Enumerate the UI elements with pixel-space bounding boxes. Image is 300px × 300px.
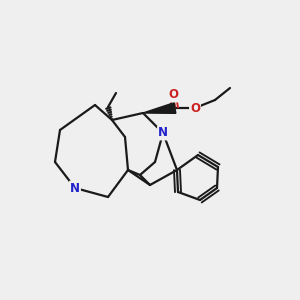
Polygon shape [143,103,176,113]
Text: N: N [158,127,168,140]
Text: O: O [190,101,200,115]
Text: O: O [168,88,178,101]
Text: N: N [70,182,80,194]
